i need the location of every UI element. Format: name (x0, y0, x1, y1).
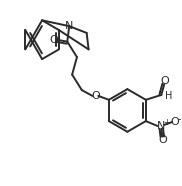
Text: N: N (65, 21, 73, 31)
Text: N: N (157, 121, 165, 131)
Text: H: H (165, 91, 173, 101)
Text: O: O (158, 134, 167, 145)
Text: O: O (49, 35, 58, 45)
Text: -: - (178, 114, 181, 124)
Text: O: O (91, 91, 100, 101)
Text: +: + (163, 118, 170, 126)
Text: O: O (171, 117, 179, 127)
Text: O: O (161, 76, 170, 86)
